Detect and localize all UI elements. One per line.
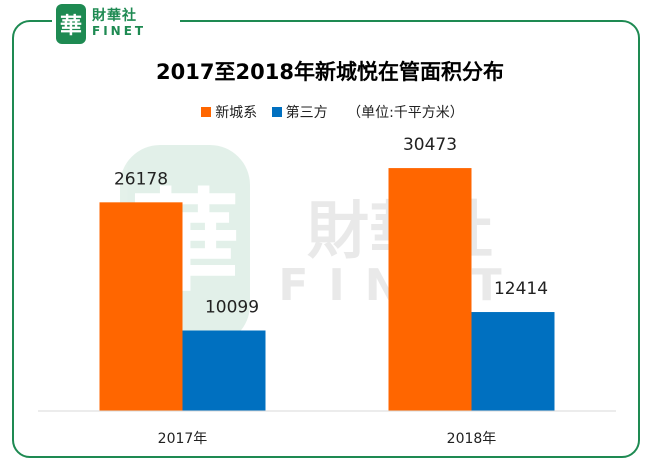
unit-note: （单位:千平方米） — [347, 105, 464, 121]
legend-swatch-series-2 — [271, 107, 282, 117]
bar-1-2 — [388, 168, 472, 411]
legend-label-series-2: 第三方 — [285, 105, 328, 121]
bar-1-1 — [99, 202, 183, 411]
logo-name-cn: 財華社 — [92, 8, 137, 24]
data-label-1-2: 30473 — [403, 135, 457, 155]
data-label-2-1: 10099 — [205, 297, 259, 317]
category-label-2: 2018年 — [447, 431, 497, 447]
chart-title: 2017至2018年新城悦在管面积分布 — [156, 60, 504, 84]
labels-group: 26178 10099 2017年 30473 12414 2018年 — [114, 135, 548, 447]
category-label-1: 2017年 — [158, 431, 208, 447]
finet-logo: 華 財華社 FINET — [52, 2, 180, 46]
legend: 新城系 第三方 （单位:千平方米） — [0, 102, 660, 122]
legend-label-series-1: 新城系 — [215, 105, 258, 121]
data-label-1-1: 26178 — [114, 169, 168, 189]
legend-item-series-1: 新城系 — [201, 102, 257, 122]
data-label-2-2: 12414 — [494, 279, 548, 299]
logo-seal: 華 — [56, 4, 86, 44]
legend-item-series-2: 第三方 — [271, 102, 328, 122]
bar-2-2 — [471, 312, 555, 411]
logo-name-en: FINET — [92, 24, 147, 38]
legend-swatch-series-1 — [201, 107, 212, 117]
bar-2-1 — [182, 330, 266, 411]
bars-group — [99, 168, 555, 411]
logo-text: 財華社 FINET — [92, 9, 146, 39]
